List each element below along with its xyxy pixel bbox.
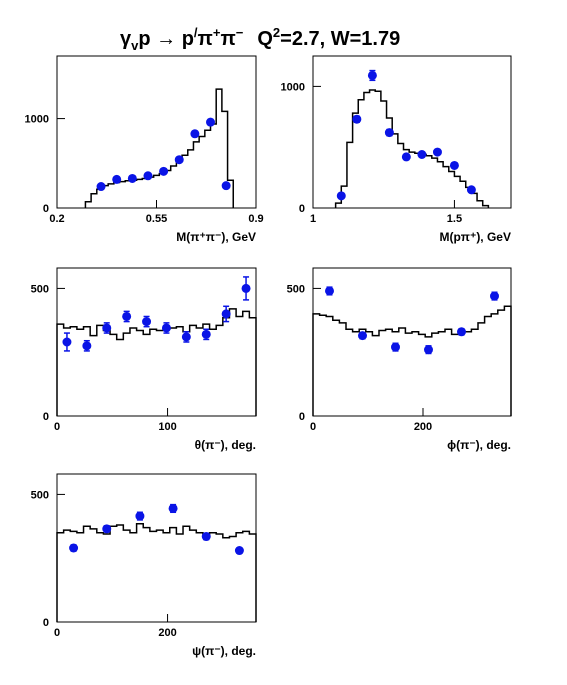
- panel-2: 1 1.5 0 1000 M(pπ⁺), GeV: [281, 55, 512, 244]
- data-point: [449, 160, 459, 170]
- y-tick-label: 500: [31, 283, 49, 295]
- title-minus: −: [236, 25, 244, 40]
- data-point: [391, 342, 400, 352]
- data-point: [69, 543, 79, 553]
- x-axis-label: ψ(π⁻), deg.: [192, 644, 256, 658]
- data-point: [96, 182, 106, 192]
- data-point: [384, 128, 394, 138]
- data-point: [358, 331, 367, 341]
- histogram-line: [56, 523, 257, 622]
- x-axis-label: M(π⁺π⁻), GeV: [176, 230, 256, 244]
- title-v-subscript: v: [131, 38, 139, 53]
- data-point: [122, 311, 132, 321]
- y-tick-label: 0: [43, 203, 49, 215]
- x-tick-label: 0: [54, 421, 60, 433]
- figure-title: γvp → p/π+π− Q2=2.7, W=1.79: [120, 25, 400, 53]
- x-axis-label: θ(π⁻), deg.: [195, 438, 256, 452]
- data-point: [221, 181, 231, 191]
- panel-4: 0 200 0 500 ϕ(π⁻), deg.: [287, 267, 512, 452]
- y-tick-label: 500: [31, 489, 49, 501]
- title-q-exponent: 2: [273, 25, 280, 40]
- data-point: [201, 329, 211, 339]
- x-tick-label: 0.2: [49, 213, 64, 225]
- y-tick-label: 500: [287, 283, 305, 295]
- panel-frame: [56, 473, 257, 623]
- data-point: [190, 129, 200, 139]
- title-rest: =2.7, W=1.79: [280, 28, 400, 50]
- data-point: [181, 332, 191, 342]
- data-point: [457, 327, 466, 337]
- data-point: [159, 166, 169, 176]
- y-tick-label: 1000: [281, 81, 305, 93]
- title-prime: /: [194, 25, 198, 40]
- data-point: [490, 291, 499, 301]
- title-q: Q: [257, 28, 273, 50]
- panel-3: 0 100 0 500 θ(π⁻), deg.: [31, 267, 257, 452]
- y-tick-label: 0: [43, 411, 49, 423]
- data-point: [325, 286, 334, 296]
- x-axis-label: M(pπ⁺), GeV: [439, 230, 511, 244]
- x-tick-label: 200: [414, 421, 432, 433]
- y-tick-label: 0: [43, 617, 49, 629]
- data-point: [127, 173, 137, 183]
- x-tick-label: 0: [54, 627, 60, 639]
- data-point: [206, 117, 216, 127]
- x-tick-label: 0.9: [248, 213, 263, 225]
- data-point: [168, 503, 178, 513]
- data-point: [135, 511, 145, 521]
- panel-1: 0.2 0.55 0.9 0 1000 M(π⁺π⁻), GeV: [25, 55, 264, 244]
- data-point: [432, 147, 442, 157]
- panel-frame: [312, 55, 512, 209]
- histogram-line: [56, 308, 257, 416]
- histogram-line: [84, 88, 235, 208]
- data-point: [241, 283, 251, 293]
- data-point: [417, 149, 427, 159]
- x-tick-label: 0.55: [146, 213, 167, 225]
- data-point: [161, 323, 171, 333]
- histogram-line: [312, 305, 512, 416]
- x-tick-label: 0: [310, 421, 316, 433]
- title-pi-2: π: [220, 28, 235, 50]
- data-point: [142, 317, 152, 327]
- data-point: [336, 191, 346, 201]
- panel-5: 0 200 0 500 ψ(π⁻), deg.: [31, 473, 257, 658]
- data-point: [221, 309, 231, 319]
- histogram-line: [334, 89, 490, 208]
- title-pi-1: π: [198, 28, 213, 50]
- x-axis-label: ϕ(π⁻), deg.: [447, 438, 511, 452]
- title-plus: +: [213, 25, 221, 40]
- y-tick-label: 1000: [25, 114, 49, 126]
- data-point: [102, 323, 112, 333]
- data-point: [112, 174, 122, 184]
- data-point: [174, 155, 184, 165]
- x-tick-label: 1: [310, 213, 316, 225]
- data-point: [424, 345, 433, 355]
- y-tick-label: 0: [299, 203, 305, 215]
- data-point: [82, 341, 92, 351]
- data-point: [102, 524, 112, 534]
- data-point: [352, 114, 362, 124]
- x-tick-label: 1.5: [447, 213, 462, 225]
- data-point: [367, 70, 377, 80]
- data-point: [143, 171, 153, 181]
- data-point: [234, 546, 244, 556]
- data-point: [201, 532, 211, 542]
- title-gamma: γ: [120, 28, 132, 50]
- data-point: [466, 185, 476, 195]
- x-tick-label: 200: [158, 627, 176, 639]
- panel-frame: [312, 267, 512, 417]
- data-point: [62, 337, 72, 347]
- data-point: [401, 152, 411, 162]
- title-reaction: p → p: [138, 28, 194, 50]
- y-tick-label: 0: [299, 411, 305, 423]
- x-tick-label: 100: [158, 421, 176, 433]
